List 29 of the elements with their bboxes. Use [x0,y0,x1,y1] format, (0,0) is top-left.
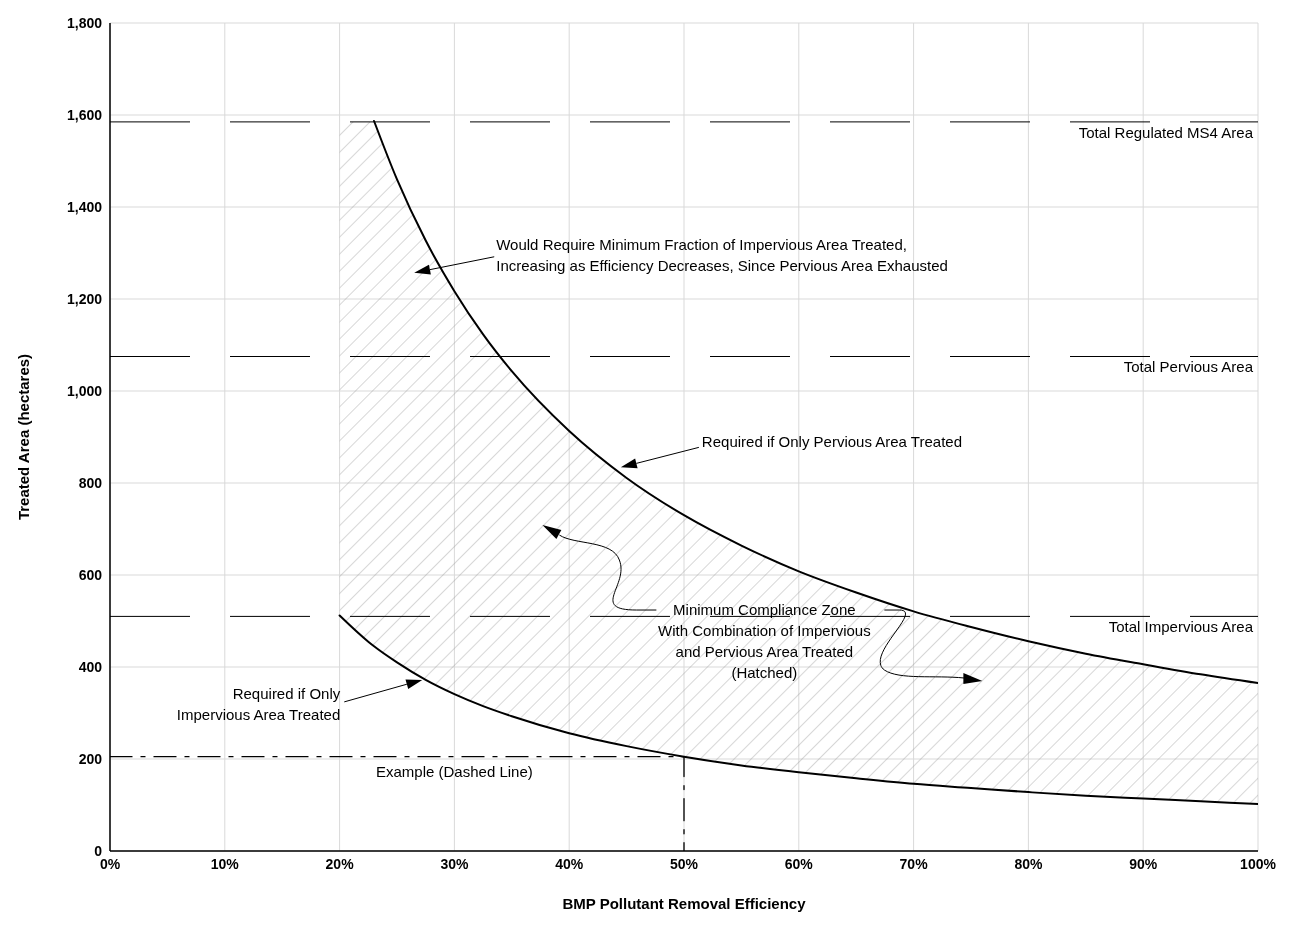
x-tick-label: 80% [1014,855,1043,872]
x-tick-label: 90% [1129,855,1158,872]
y-tick-label: 1,200 [66,290,103,307]
ref-line-label: Total Regulated MS4 Area [1078,123,1254,141]
y-tick-label: 400 [78,658,103,675]
x-tick-label: 100% [1240,855,1277,872]
annotation: Required if Only Pervious Area Treated [701,433,962,451]
annotation: Required if Only Impervious Area Treated [176,684,341,723]
y-tick-label: 800 [78,474,103,491]
x-axis-title: BMP Pollutant Removal Efficiency [562,895,807,912]
x-tick-label: 60% [784,855,814,872]
y-tick-label: 1,800 [66,14,103,31]
y-tick-label: 200 [78,750,103,767]
y-tick-label: 1,600 [66,106,103,123]
x-tick-label: 70% [899,855,929,872]
annotation: Would Require Minimum Fraction of Impervious Area Treated, Increasing as Efficiency Decreases, Since Pervious Area Exhausted [496,235,948,274]
x-tick-label: 10% [210,855,240,872]
x-tick-label: 30% [440,855,469,872]
y-tick-label: 600 [78,566,103,583]
ref-line-label: Total Pervious Area [1123,358,1254,376]
y-tick-label: 1,000 [66,382,103,399]
annotation: Example (Dashed Line) [376,763,533,781]
y-axis-title: Treated Area (hectares) [15,353,33,521]
x-tick-label: 50% [669,855,699,872]
x-tick-label: 20% [325,855,355,872]
y-tick-label: 1,400 [66,198,103,215]
x-tick-label: 40% [555,855,584,872]
ref-line-label: Total Impervious Area [1108,618,1254,636]
annotation: Minimum Compliance Zone With Combination of Impervious and Pervious Area Treated (Hatched) [658,601,871,682]
